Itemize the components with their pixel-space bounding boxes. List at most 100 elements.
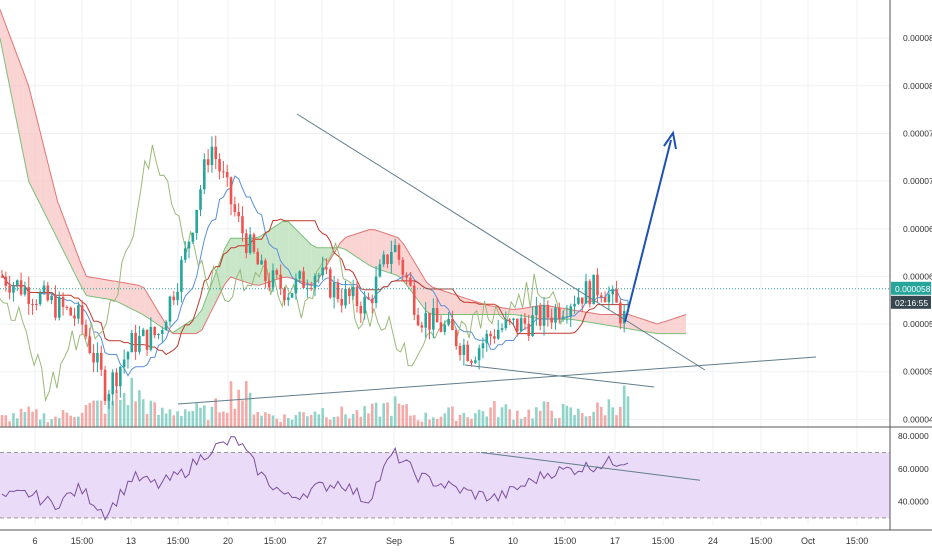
cloud-segment bbox=[420, 272, 427, 312]
price-tick-label: 0.0000800 bbox=[903, 81, 932, 91]
volume-bar bbox=[359, 416, 363, 427]
volume-bar bbox=[298, 411, 302, 427]
volume-bar bbox=[401, 405, 405, 427]
candle-body bbox=[554, 307, 557, 323]
cloud-segment bbox=[0, 9, 6, 67]
volume-bar bbox=[370, 403, 374, 427]
volume-bar bbox=[233, 408, 237, 427]
candle-body bbox=[15, 280, 19, 286]
candle-body bbox=[309, 287, 313, 289]
candle-body bbox=[187, 241, 191, 249]
cloud-segment bbox=[449, 292, 456, 315]
volume-bar bbox=[77, 416, 80, 427]
price-tick-label: 0.0000600 bbox=[903, 271, 932, 281]
rsi-tick-label: 40.0000 bbox=[898, 497, 929, 507]
volume-bar bbox=[183, 409, 187, 427]
volume-bar bbox=[622, 385, 626, 427]
candle-body bbox=[164, 321, 168, 331]
cloud-segment bbox=[126, 283, 133, 310]
volume-bar bbox=[119, 399, 122, 427]
volume-bar bbox=[336, 416, 340, 427]
cloud-segment bbox=[138, 285, 145, 316]
volume-bar bbox=[12, 413, 15, 427]
candle-body bbox=[149, 326, 153, 350]
candle-body bbox=[65, 306, 69, 308]
time-tick-label: 10 bbox=[508, 536, 518, 546]
candle-body bbox=[222, 171, 225, 173]
time-tick-label: 20 bbox=[223, 536, 233, 546]
cloud-segment bbox=[51, 179, 58, 240]
volume-bar bbox=[180, 415, 183, 427]
candle-body bbox=[355, 286, 359, 306]
volume-bar bbox=[412, 415, 416, 427]
countdown-badge bbox=[891, 295, 931, 309]
volume-bar bbox=[554, 418, 557, 427]
volume-bar bbox=[466, 417, 469, 427]
volume-bar bbox=[592, 411, 595, 427]
cloud-segment bbox=[524, 307, 531, 318]
candle-body bbox=[607, 294, 611, 303]
candle-body bbox=[470, 360, 473, 363]
cloud-segment bbox=[103, 279, 110, 300]
candle-body bbox=[19, 280, 23, 295]
volume-bar bbox=[500, 407, 504, 427]
price-tick-label: 0.0000700 bbox=[903, 176, 932, 186]
volume-bar bbox=[69, 415, 73, 427]
volume-bar bbox=[519, 418, 523, 427]
volume-bar bbox=[46, 422, 50, 427]
candle-body bbox=[317, 275, 321, 277]
volume-bar bbox=[42, 413, 46, 427]
volume-bar bbox=[306, 416, 309, 427]
current-price-label: 0.0000587 bbox=[895, 284, 932, 294]
candle-body bbox=[126, 352, 130, 360]
volume-bar bbox=[157, 414, 160, 427]
volume-bar bbox=[309, 415, 313, 427]
volume-bar bbox=[153, 402, 156, 427]
cloud-segment bbox=[363, 229, 369, 266]
candle-body bbox=[531, 315, 534, 337]
time-tick-label: 15:00 bbox=[71, 536, 94, 546]
time-tick-label: Sep bbox=[386, 536, 402, 546]
candle-body bbox=[466, 344, 469, 361]
candle-body bbox=[615, 288, 618, 303]
volume-bar bbox=[588, 415, 592, 427]
volume-bar bbox=[149, 400, 153, 427]
volume-bar bbox=[38, 419, 42, 427]
candle-body bbox=[103, 369, 107, 401]
candle-body bbox=[153, 326, 156, 336]
candle-body bbox=[80, 305, 84, 325]
volume-bar bbox=[599, 406, 603, 427]
candle-body bbox=[588, 281, 592, 305]
cloud-segment bbox=[288, 221, 294, 280]
cloud-segment bbox=[149, 297, 156, 324]
candle-body bbox=[180, 259, 183, 292]
cloud-segment bbox=[593, 313, 600, 324]
candle-body bbox=[512, 318, 515, 321]
candle-body bbox=[420, 325, 424, 328]
candle-body bbox=[390, 251, 393, 264]
volume-bar bbox=[317, 414, 321, 427]
volume-bar bbox=[569, 407, 573, 427]
volume-bar bbox=[103, 413, 107, 427]
volume-bar bbox=[584, 416, 588, 427]
candle-body bbox=[439, 322, 443, 332]
volume-bar bbox=[237, 389, 240, 427]
time-tick-label: 15:00 bbox=[846, 536, 869, 546]
candle-body bbox=[481, 343, 485, 349]
cloud-segment bbox=[86, 276, 93, 297]
volume-bar bbox=[340, 406, 344, 427]
drawings bbox=[0, 113, 890, 405]
volume-bar bbox=[286, 417, 290, 427]
volume-bar bbox=[4, 415, 8, 427]
volume-bar bbox=[538, 410, 542, 427]
candle-body bbox=[447, 318, 450, 325]
rsi-band bbox=[0, 452, 890, 518]
volume-bar bbox=[527, 409, 531, 427]
rsi-tick-label: 80.0000 bbox=[898, 431, 929, 441]
time-tick-label: 15:00 bbox=[264, 536, 287, 546]
cloud-segment bbox=[305, 238, 312, 285]
candle-body bbox=[57, 296, 61, 318]
